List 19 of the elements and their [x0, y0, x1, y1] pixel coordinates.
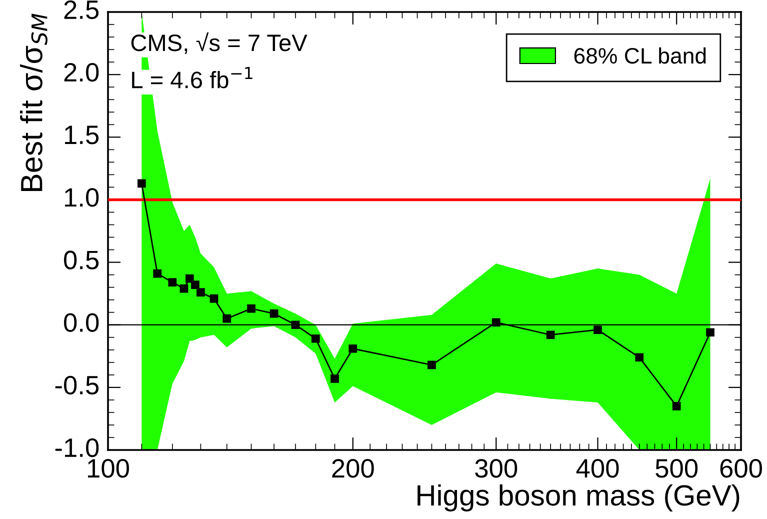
- y-tick-label: 0.5: [64, 250, 99, 270]
- x-tick-label: 300: [475, 459, 518, 478]
- y-axis-title: Best fit σ/σ$_{SM}$: [20, 14, 48, 191]
- legend-label: 68% CL band: [574, 47, 706, 64]
- y-tick-label: 1.5: [65, 126, 99, 144]
- y-tick-label: 1.0: [65, 188, 99, 207]
- x-tick-label: 200: [332, 459, 374, 478]
- y-tick-label: -1.0: [55, 438, 99, 458]
- annotation: CMS, √s = 7 TeV: [131, 32, 308, 54]
- x-tick-label: 500: [656, 459, 698, 478]
- x-axis-title: Higgs boson mass (GeV): [418, 484, 740, 512]
- y-tick-label: -0.5: [55, 376, 99, 395]
- y-tick-label: 2.0: [64, 62, 99, 82]
- x-tick-label: 600: [720, 459, 762, 478]
- x-tick-label: 400: [576, 459, 619, 478]
- annotation: L = 4.6 fb$^{−1}$: [132, 66, 252, 88]
- x-tick-label: 100: [88, 459, 129, 478]
- y-tick-label: 2.5: [64, 0, 99, 20]
- y-tick-label: 0.0: [64, 313, 99, 332]
